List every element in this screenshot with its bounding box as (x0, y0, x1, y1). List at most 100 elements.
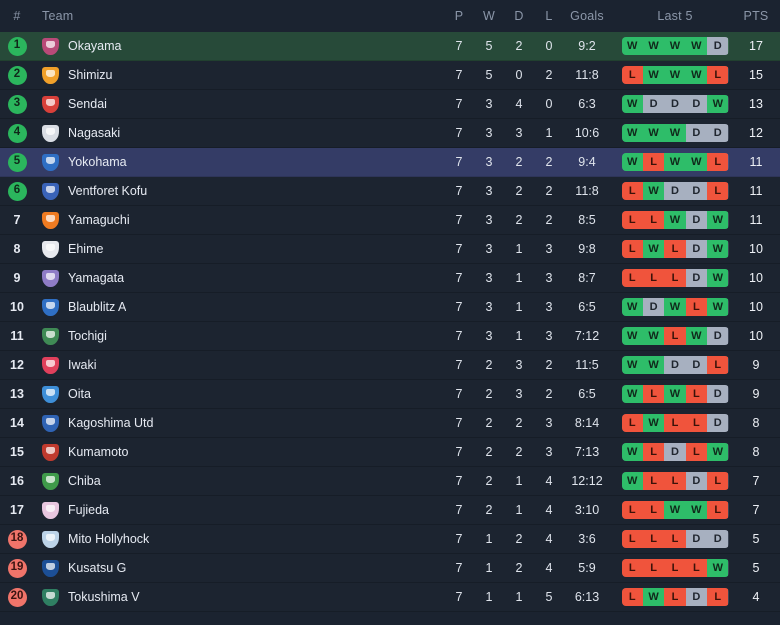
table-row[interactable]: 19 Kusatsu G 7 1 2 4 5:9 L L L L W 5 (0, 554, 780, 583)
form-result-w[interactable]: W (707, 559, 729, 577)
table-row[interactable]: 16 Chiba 7 2 1 4 12:12 W L L D L 7 (0, 467, 780, 496)
team-cell[interactable]: Okayama (34, 37, 444, 55)
form-result-w[interactable]: W (664, 385, 686, 403)
table-row[interactable]: 8 Ehime 7 3 1 3 9:8 L W L D W 10 (0, 235, 780, 264)
form-result-w[interactable]: W (685, 37, 708, 55)
form-result-w[interactable]: W (664, 66, 686, 84)
form-result-l[interactable]: L (642, 443, 665, 461)
form-result-w[interactable]: W (642, 182, 665, 200)
form-result-l[interactable]: L (621, 182, 643, 200)
form-result-l[interactable]: L (707, 588, 729, 606)
column-header-goals[interactable]: Goals (570, 9, 604, 23)
form-result-l[interactable]: L (685, 443, 708, 461)
form-result-d[interactable]: D (685, 211, 708, 229)
form-result-d[interactable]: D (685, 124, 708, 142)
form-result-l[interactable]: L (642, 211, 665, 229)
form-result-l[interactable]: L (642, 153, 665, 171)
form-result-l[interactable]: L (664, 559, 686, 577)
form-result-w[interactable]: W (621, 298, 643, 316)
team-cell[interactable]: Ehime (34, 240, 444, 258)
form-result-l[interactable]: L (685, 414, 708, 432)
form-result-l[interactable]: L (685, 298, 708, 316)
form-result-w[interactable]: W (685, 66, 708, 84)
form-result-d[interactable]: D (642, 298, 665, 316)
form-result-d[interactable]: D (664, 182, 686, 200)
form-result-w[interactable]: W (707, 95, 729, 113)
team-cell[interactable]: Kagoshima Utd (34, 414, 444, 432)
form-result-w[interactable]: W (621, 472, 643, 490)
table-row[interactable]: 6 Ventforet Kofu 7 3 2 2 11:8 L W D D L 11 (0, 177, 780, 206)
form-result-w[interactable]: W (707, 269, 729, 287)
form-result-w[interactable]: W (642, 327, 665, 345)
form-result-d[interactable]: D (707, 414, 729, 432)
form-result-l[interactable]: L (707, 356, 729, 374)
form-result-w[interactable]: W (621, 124, 643, 142)
form-result-l[interactable]: L (685, 559, 708, 577)
table-row[interactable]: 13 Oita 7 2 3 2 6:5 W L W L D 9 (0, 380, 780, 409)
form-result-l[interactable]: L (664, 588, 686, 606)
form-result-l[interactable]: L (707, 472, 729, 490)
form-result-w[interactable]: W (621, 37, 643, 55)
form-result-w[interactable]: W (664, 501, 686, 519)
form-result-w[interactable]: W (642, 414, 665, 432)
form-result-d[interactable]: D (707, 385, 729, 403)
form-result-w[interactable]: W (685, 153, 708, 171)
team-cell[interactable]: Yokohama (34, 153, 444, 171)
form-result-w[interactable]: W (642, 240, 665, 258)
column-header-drawn[interactable]: D (514, 9, 524, 23)
form-result-w[interactable]: W (664, 298, 686, 316)
form-result-w[interactable]: W (707, 211, 729, 229)
table-row[interactable]: 5 Yokohama 7 3 2 2 9:4 W L W W L 11 (0, 148, 780, 177)
form-result-w[interactable]: W (685, 501, 708, 519)
table-row[interactable]: 12 Iwaki 7 2 3 2 11:5 W W D D L 9 (0, 351, 780, 380)
team-cell[interactable]: Tochigi (34, 327, 444, 345)
form-result-l[interactable]: L (642, 385, 665, 403)
form-result-l[interactable]: L (664, 472, 686, 490)
team-cell[interactable]: Shimizu (34, 66, 444, 84)
form-result-w[interactable]: W (621, 153, 643, 171)
team-cell[interactable]: Kusatsu G (34, 559, 444, 577)
form-result-d[interactable]: D (685, 182, 708, 200)
form-result-w[interactable]: W (621, 385, 643, 403)
form-result-l[interactable]: L (621, 414, 643, 432)
form-result-d[interactable]: D (685, 95, 708, 113)
form-result-l[interactable]: L (621, 588, 643, 606)
form-result-l[interactable]: L (621, 240, 643, 258)
team-cell[interactable]: Tokushima V (34, 588, 444, 606)
table-row[interactable]: 9 Yamagata 7 3 1 3 8:7 L L L D W 10 (0, 264, 780, 293)
form-result-d[interactable]: D (664, 95, 686, 113)
form-result-l[interactable]: L (707, 501, 729, 519)
form-result-l[interactable]: L (621, 66, 643, 84)
form-result-d[interactable]: D (685, 530, 708, 548)
form-result-w[interactable]: W (621, 356, 643, 374)
table-row[interactable]: 20 Tokushima V 7 1 1 5 6:13 L W L D L 4 (0, 583, 780, 612)
form-result-d[interactable]: D (685, 472, 708, 490)
column-header-played[interactable]: P (454, 9, 464, 23)
form-result-d[interactable]: D (685, 588, 708, 606)
column-header-lost[interactable]: L (545, 9, 553, 23)
team-cell[interactable]: Kumamoto (34, 443, 444, 461)
team-cell[interactable]: Chiba (34, 472, 444, 490)
form-result-d[interactable]: D (707, 124, 729, 142)
form-result-l[interactable]: L (642, 501, 665, 519)
form-result-w[interactable]: W (642, 37, 665, 55)
form-result-w[interactable]: W (664, 211, 686, 229)
form-result-w[interactable]: W (707, 443, 729, 461)
form-result-w[interactable]: W (621, 95, 643, 113)
team-cell[interactable]: Yamagata (34, 269, 444, 287)
form-result-l[interactable]: L (664, 269, 686, 287)
form-result-l[interactable]: L (621, 530, 643, 548)
table-row[interactable]: 7 Yamaguchi 7 3 2 2 8:5 L L W D W 11 (0, 206, 780, 235)
form-result-d[interactable]: D (685, 356, 708, 374)
column-header-team[interactable]: Team (42, 9, 74, 23)
form-result-d[interactable]: D (642, 95, 665, 113)
team-cell[interactable]: Ventforet Kofu (34, 182, 444, 200)
form-result-l[interactable]: L (707, 153, 729, 171)
form-result-w[interactable]: W (664, 37, 686, 55)
form-result-l[interactable]: L (664, 240, 686, 258)
form-result-l[interactable]: L (621, 559, 643, 577)
form-result-d[interactable]: D (707, 530, 729, 548)
form-result-d[interactable]: D (664, 443, 686, 461)
table-row[interactable]: 15 Kumamoto 7 2 2 3 7:13 W L D L W 8 (0, 438, 780, 467)
form-result-w[interactable]: W (664, 124, 686, 142)
